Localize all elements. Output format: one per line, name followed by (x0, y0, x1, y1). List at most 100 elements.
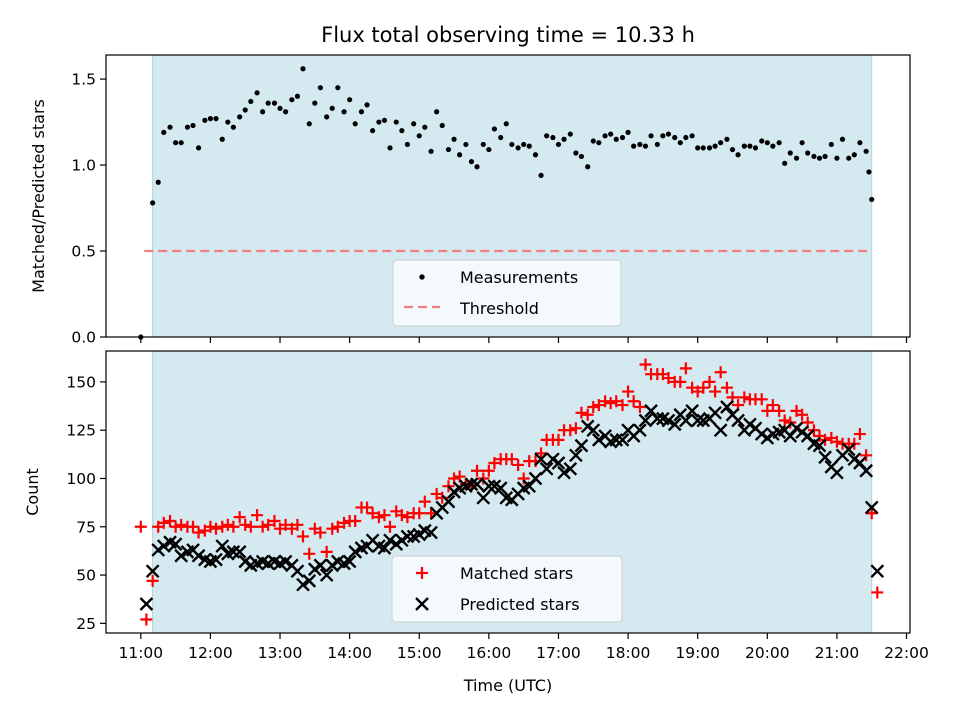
predicted-stars-point (818, 450, 832, 465)
measurements-point (474, 164, 480, 170)
measurements-point (294, 93, 301, 99)
measurements-point (602, 133, 608, 139)
measurements-point (155, 179, 161, 185)
measurements-point (463, 141, 469, 148)
matched-stars-point (488, 457, 501, 470)
measurements-point (468, 159, 475, 165)
measurements-point (300, 66, 306, 72)
predicted-stars-point (539, 461, 554, 476)
bot-x-tick-label: 15:00 (397, 644, 442, 662)
measurements-point (822, 153, 828, 160)
top-x-axis-ticks (140, 337, 908, 343)
predicted-stars-point (191, 548, 206, 563)
predicted-stars-point (215, 539, 230, 553)
measurements-point (207, 116, 214, 122)
predicted-stars-point (609, 433, 624, 447)
predicted-stars-point (812, 438, 827, 453)
measurements-point (735, 152, 741, 158)
matched-stars-point (366, 507, 379, 520)
measurements-point (237, 114, 243, 120)
measurements-point (866, 169, 872, 175)
measurements-point (434, 109, 440, 115)
measurements-point (358, 109, 365, 115)
measurements-point (422, 124, 428, 130)
measurements-point (631, 143, 637, 149)
matched-stars-point (679, 362, 692, 375)
measurements-point (550, 134, 556, 141)
measurements-point (590, 138, 596, 144)
matched-stars-point (268, 514, 281, 527)
measurements-point (312, 100, 318, 106)
measurements-point (230, 124, 236, 130)
predicted-stars-point (209, 552, 223, 567)
measurements-point (700, 145, 706, 151)
top-axes-frame (105, 54, 911, 338)
measurements-point (851, 152, 857, 158)
measurements-point (625, 129, 631, 135)
matched-stars-point (216, 520, 229, 533)
measurements-point (491, 126, 498, 132)
predicted-stars-point (342, 554, 357, 569)
measurements-point (195, 145, 202, 151)
matched-stars-point (703, 375, 716, 388)
bottom-legend-box (391, 555, 623, 623)
predicted-stars-point (470, 477, 484, 492)
predicted-stars-point (156, 539, 171, 553)
top-y-tick-label: 0.5 (71, 243, 96, 261)
matched-stars-point (204, 520, 217, 533)
predicted-stars-point (679, 413, 693, 428)
matched-stars-point (564, 424, 577, 437)
measurements-point (648, 133, 654, 139)
measurements-point (759, 138, 765, 144)
predicted-stars-point (313, 558, 328, 573)
measurements-point (370, 128, 376, 134)
predicted-stars-point (528, 471, 543, 486)
measurements-point (503, 121, 509, 127)
measurements-point (654, 141, 660, 148)
matched-stars-point (175, 518, 188, 531)
bot-x-tick-label: 12:00 (188, 644, 233, 662)
bot-y-tick-label: 125 (66, 422, 96, 440)
measurements-point (665, 131, 672, 137)
measurements-point (329, 105, 335, 111)
measurements-point (190, 122, 196, 129)
measurements-point (324, 114, 330, 120)
bot-x-tick-label: 20:00 (745, 644, 790, 662)
predicted-stars-point (633, 423, 647, 438)
measurements-point (376, 119, 382, 125)
measurements-point (718, 140, 724, 146)
predicted-stars-point (650, 411, 665, 426)
measurements-point (416, 133, 422, 139)
measurements-point (347, 97, 353, 103)
measurements-point (532, 152, 539, 158)
measurements-point (184, 124, 191, 130)
measurements-point (863, 148, 869, 154)
measurements-point (317, 85, 323, 91)
measurements-point (741, 143, 747, 149)
matched-stars-point (830, 435, 843, 448)
measurements-point (869, 196, 875, 203)
measurements-point (561, 136, 567, 142)
predicted-stars-point (168, 537, 183, 551)
matched-stars-point (477, 472, 490, 485)
bot-y-tick-label: 75 (76, 518, 96, 536)
matched-stars-point (697, 381, 710, 394)
predicted-stars-point (557, 465, 571, 480)
predicted-stars-point (534, 452, 548, 467)
measurements-point (364, 102, 370, 108)
matched-stars-point (755, 393, 768, 406)
top-legend: Measurements Threshold (392, 259, 622, 327)
measurements-point (277, 105, 283, 111)
bot-y-tick-label: 50 (76, 567, 96, 585)
matched-stars-point (134, 520, 147, 533)
measurements-point (178, 140, 184, 146)
measurements-legend-marker (419, 274, 425, 280)
matched-stars-point (639, 358, 652, 371)
matched-stars-point (616, 399, 629, 412)
matched-stars-point (599, 395, 612, 408)
predicted-stars-point (139, 597, 154, 611)
predicted-stars-point (551, 456, 566, 470)
matched-stars-point (187, 520, 200, 533)
predicted-stars-point (830, 465, 844, 480)
